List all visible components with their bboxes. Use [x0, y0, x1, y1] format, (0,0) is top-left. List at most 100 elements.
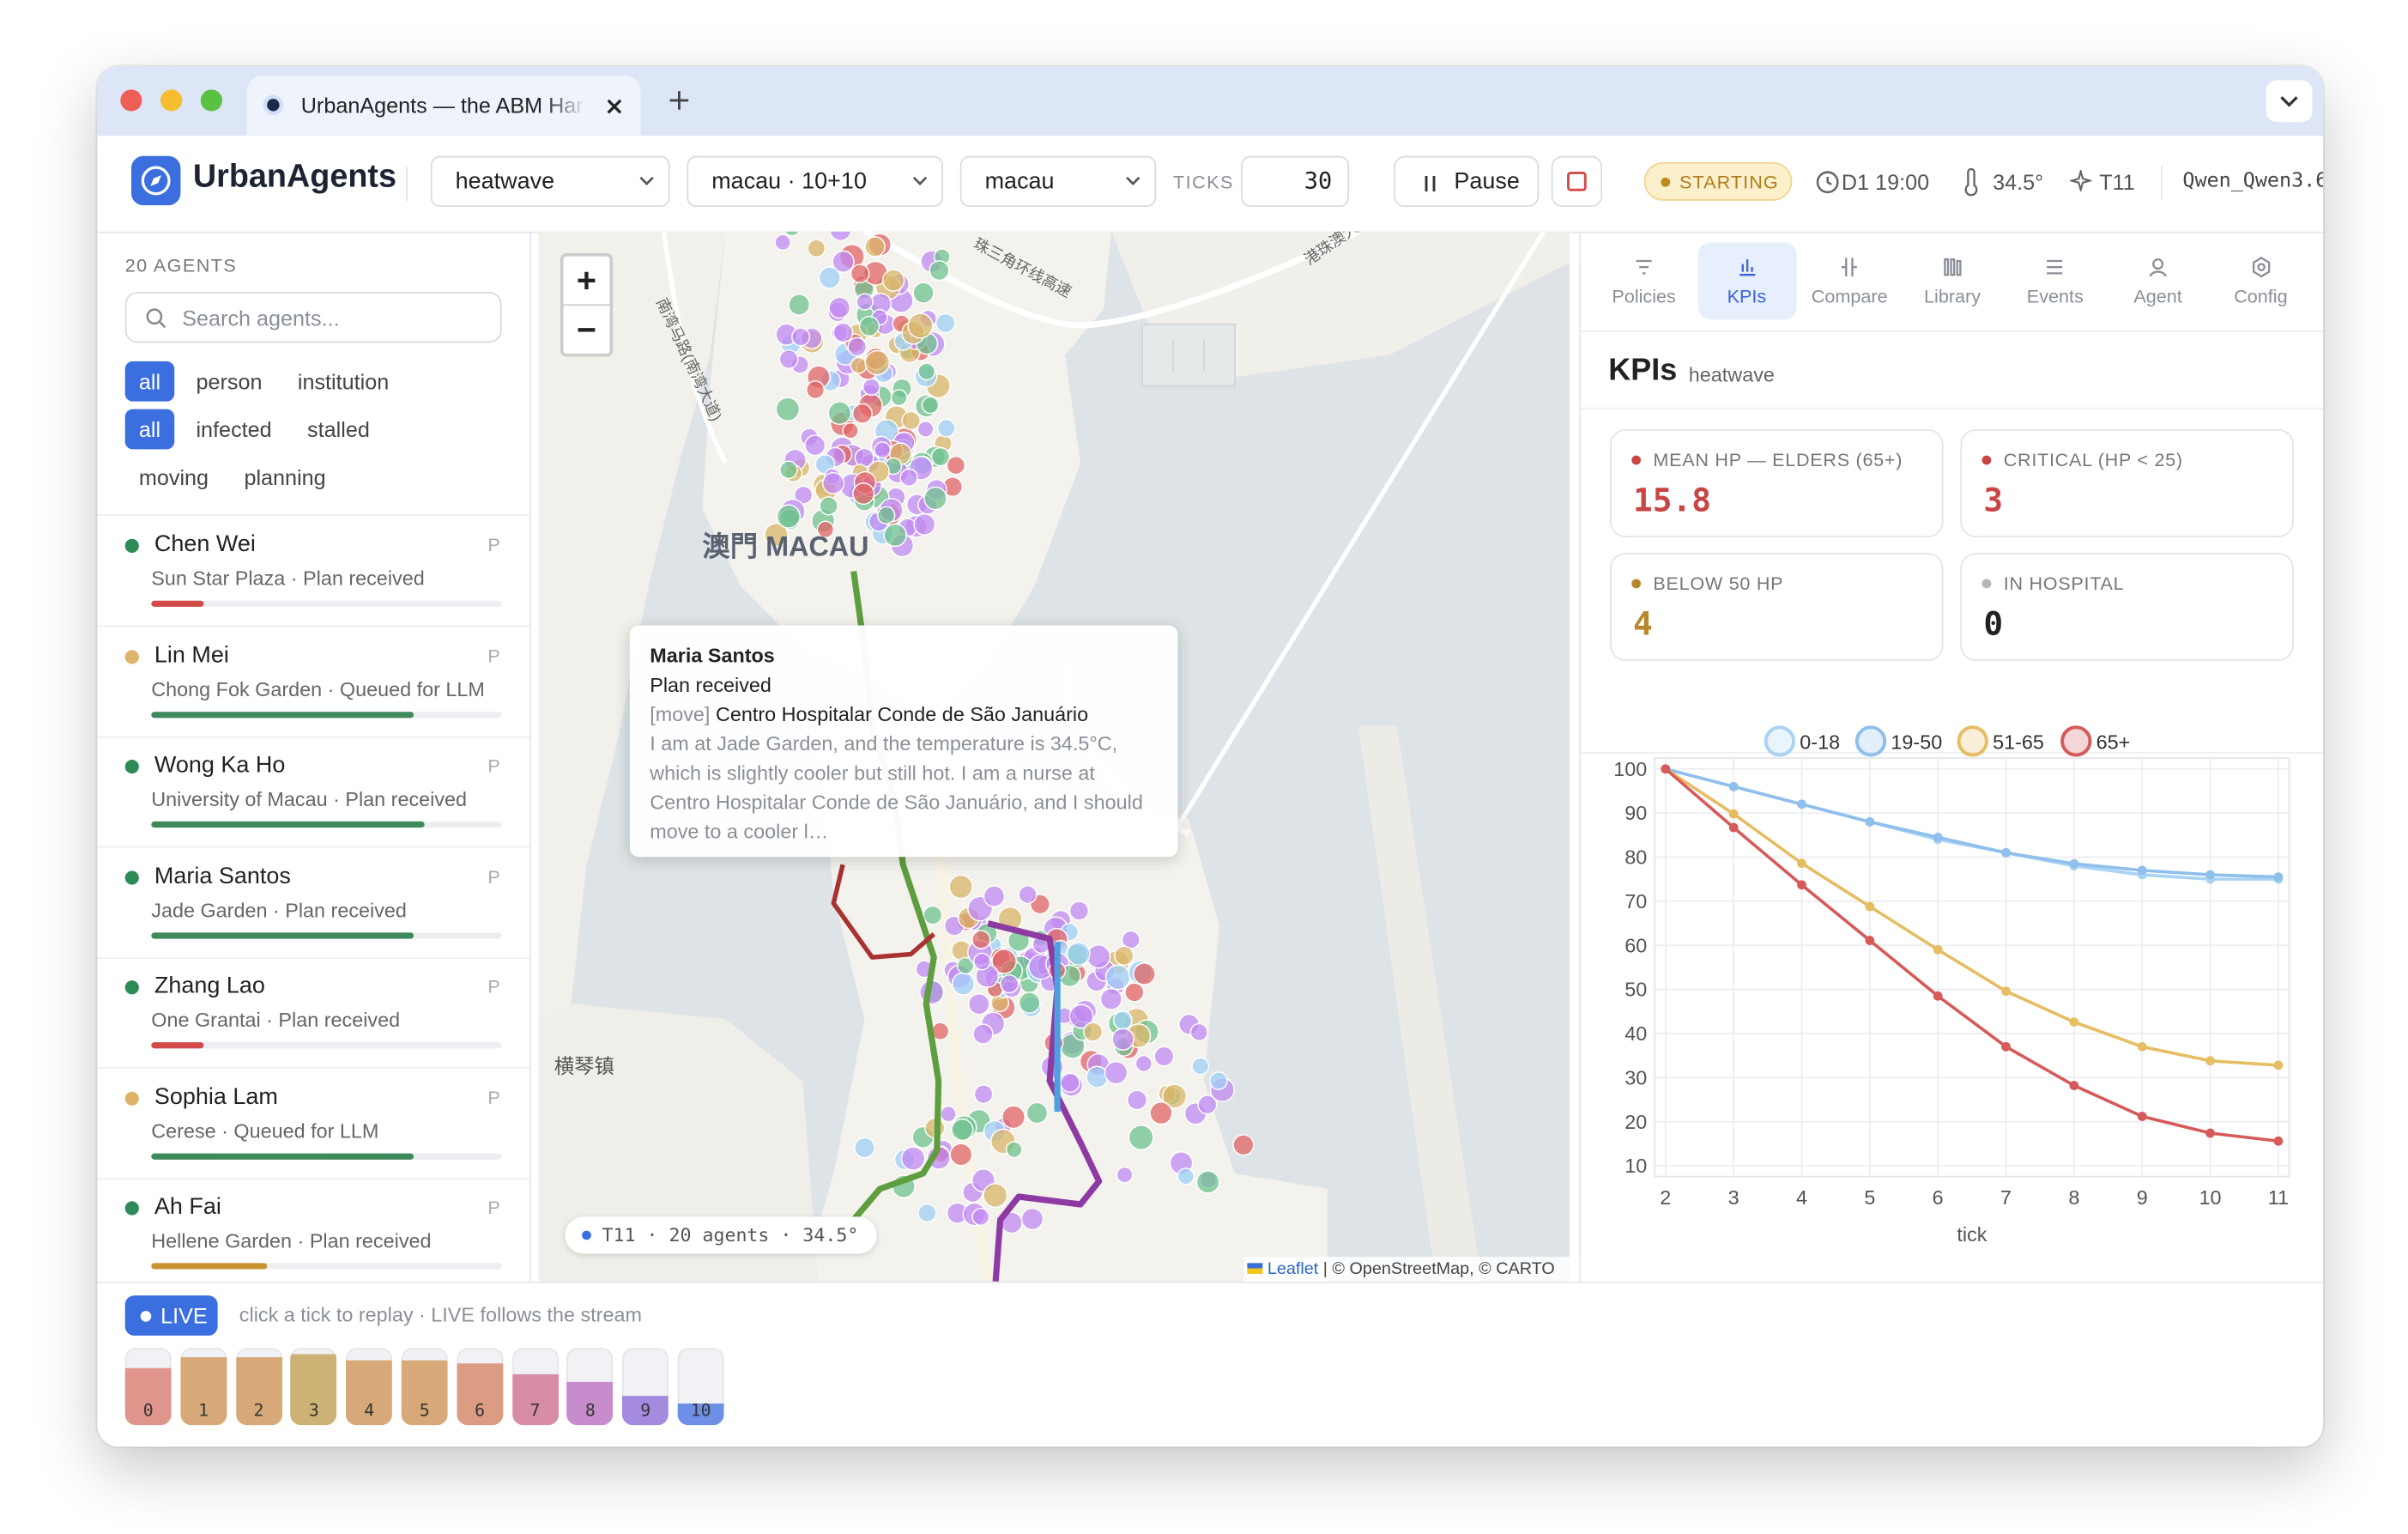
tick-bar[interactable]: 9: [622, 1348, 669, 1426]
tick-bar[interactable]: 2: [235, 1348, 282, 1426]
agent-dot: [828, 296, 851, 319]
timeline-hint: click a tick to replay · LIVE follows th…: [239, 1303, 642, 1327]
search-box[interactable]: Search agents...: [124, 291, 502, 343]
agent-dot: [936, 418, 956, 438]
scenario-select[interactable]: heatwave: [430, 155, 670, 208]
agent-dot: [999, 973, 1019, 994]
filter-button[interactable]: institution: [297, 368, 390, 394]
agent-dot: [883, 523, 907, 548]
browser-tab[interactable]: UrbanAgents — the ABM Har: [246, 76, 641, 136]
tick-fill: [235, 1357, 282, 1426]
x-tick-label: 11: [2268, 1186, 2289, 1209]
filter-button[interactable]: moving: [138, 464, 209, 490]
series-point: [1797, 799, 1806, 809]
tick-bar[interactable]: 7: [511, 1348, 559, 1426]
agent-row[interactable]: Ah Fai P Hellene Garden · Plan received: [97, 1178, 529, 1282]
live-button[interactable]: LIVE: [124, 1295, 218, 1336]
agent-row[interactable]: Wong Ka Ho P University of Macau · Plan re…: [97, 737, 529, 848]
tick-bar[interactable]: 6: [457, 1348, 504, 1426]
filter-button[interactable]: person: [196, 368, 263, 394]
agent-detail: Cerese · Queued for LLM: [151, 1119, 379, 1143]
ticks-input[interactable]: 30: [1241, 155, 1350, 208]
agent-detail: Jade Garden · Plan received: [151, 897, 407, 921]
agent-name: Zhang Lao: [154, 973, 265, 999]
attribution-link[interactable]: Leaflet: [1267, 1259, 1319, 1279]
tab-icon-path: [1739, 259, 1755, 276]
zoom-out[interactable]: −: [576, 310, 597, 349]
filter-button[interactable]: all: [124, 361, 175, 402]
panel-tab[interactable]: Config: [2211, 242, 2310, 319]
agent-dot: [900, 1146, 926, 1171]
population-select[interactable]: macau · 10+10: [687, 155, 944, 208]
ticks-label: TICKS: [1173, 171, 1234, 193]
agent-row[interactable]: Lin Mei P Chong Fok Garden · Queued for LL…: [97, 626, 529, 737]
agent-dot: [940, 1105, 957, 1123]
tab-menu[interactable]: [2266, 80, 2313, 123]
agent-dot: [973, 952, 991, 971]
panel-tab[interactable]: Compare: [1800, 242, 1899, 319]
tick-bar[interactable]: 1: [180, 1348, 227, 1426]
hp-track: [151, 1042, 502, 1049]
pause-button[interactable]: Pause: [1394, 155, 1540, 208]
agent-dot: [923, 486, 947, 511]
zoom-in[interactable]: +: [563, 257, 610, 306]
tab-title: UrbanAgents — the ABM Har: [300, 92, 584, 118]
tick-bar[interactable]: 3: [290, 1348, 337, 1426]
agent-dot: [1134, 1054, 1153, 1073]
agent-row[interactable]: Maria Santos P Jade Garden · Plan received: [97, 847, 529, 959]
filter-button[interactable]: stalled: [307, 416, 370, 442]
stop-button[interactable]: [1551, 155, 1603, 208]
region-select[interactable]: macau: [959, 155, 1157, 208]
legend-label: 0-18: [1800, 731, 1840, 753]
filter-button[interactable]: planning: [244, 464, 326, 490]
agent-dot: [852, 482, 875, 506]
agent-dot: [1124, 982, 1145, 1003]
filter-button[interactable]: infected: [196, 416, 272, 442]
agent-dot: [832, 322, 854, 343]
series-point: [1797, 880, 1806, 890]
map[interactable]: 澳門 MACAU 横琴镇 珠三角环线高速 港珠澳大 南湾马路(南湾大道): [538, 231, 1570, 1282]
agent-dot: [949, 1143, 973, 1167]
panel-tab[interactable]: Agent: [2109, 242, 2207, 319]
agent-dot: [775, 397, 801, 422]
kpi-card: CRITICAL (HP < 25) 3: [1960, 429, 2294, 537]
y-tick-label: 80: [1624, 846, 1647, 869]
hp-bar: [151, 1263, 268, 1270]
agent-dot: [1197, 1094, 1218, 1115]
kpi-value: 4: [1633, 605, 1653, 643]
tick-bar[interactable]: 10: [677, 1348, 724, 1426]
series-point: [2137, 865, 2147, 876]
filter-button[interactable]: all: [124, 409, 175, 450]
window-controls[interactable]: [119, 88, 227, 116]
panel-tab[interactable]: Events: [2006, 242, 2104, 319]
new-tab[interactable]: [669, 89, 690, 111]
agent-row[interactable]: Zhang Lao P One Grantai · Plan received: [97, 957, 529, 1069]
agent-name: Sophia Lam: [154, 1082, 278, 1110]
kpi-value: 0: [1983, 605, 2004, 643]
agent-dot: [794, 485, 814, 505]
agent-dot: [1149, 1101, 1173, 1125]
agent-dot: [851, 403, 873, 424]
panel-tab[interactable]: KPIs: [1697, 242, 1796, 320]
agent-dot: [819, 496, 838, 516]
tick-label: 3: [308, 1400, 319, 1421]
series-point: [2137, 1112, 2147, 1121]
panel-tab[interactable]: Library: [1903, 242, 2001, 319]
tab-close[interactable]: [605, 97, 624, 116]
tick-bar[interactable]: 5: [401, 1348, 448, 1426]
agent-dot: [806, 380, 826, 400]
x-tick-label: 8: [2068, 1186, 2079, 1209]
tick-bar[interactable]: 8: [566, 1348, 614, 1426]
tick-bar[interactable]: 4: [346, 1348, 393, 1426]
agent-row[interactable]: Chen Wei P Sun Star Plaza · Plan received: [97, 516, 529, 628]
agent-dot: [1111, 1028, 1134, 1051]
tick-bar[interactable]: 0: [124, 1348, 172, 1426]
separator: [406, 167, 408, 201]
agent-dot: [948, 874, 973, 900]
route: [831, 864, 935, 960]
panel-tab[interactable]: Policies: [1594, 242, 1693, 319]
series-point: [1865, 936, 1875, 945]
agent-row[interactable]: Sophia Lam P Cerese · Queued for LLM: [97, 1068, 529, 1179]
map-status: T11 · 20 agents · 34.5°: [565, 1216, 877, 1254]
agent-dot: [1195, 1170, 1220, 1194]
